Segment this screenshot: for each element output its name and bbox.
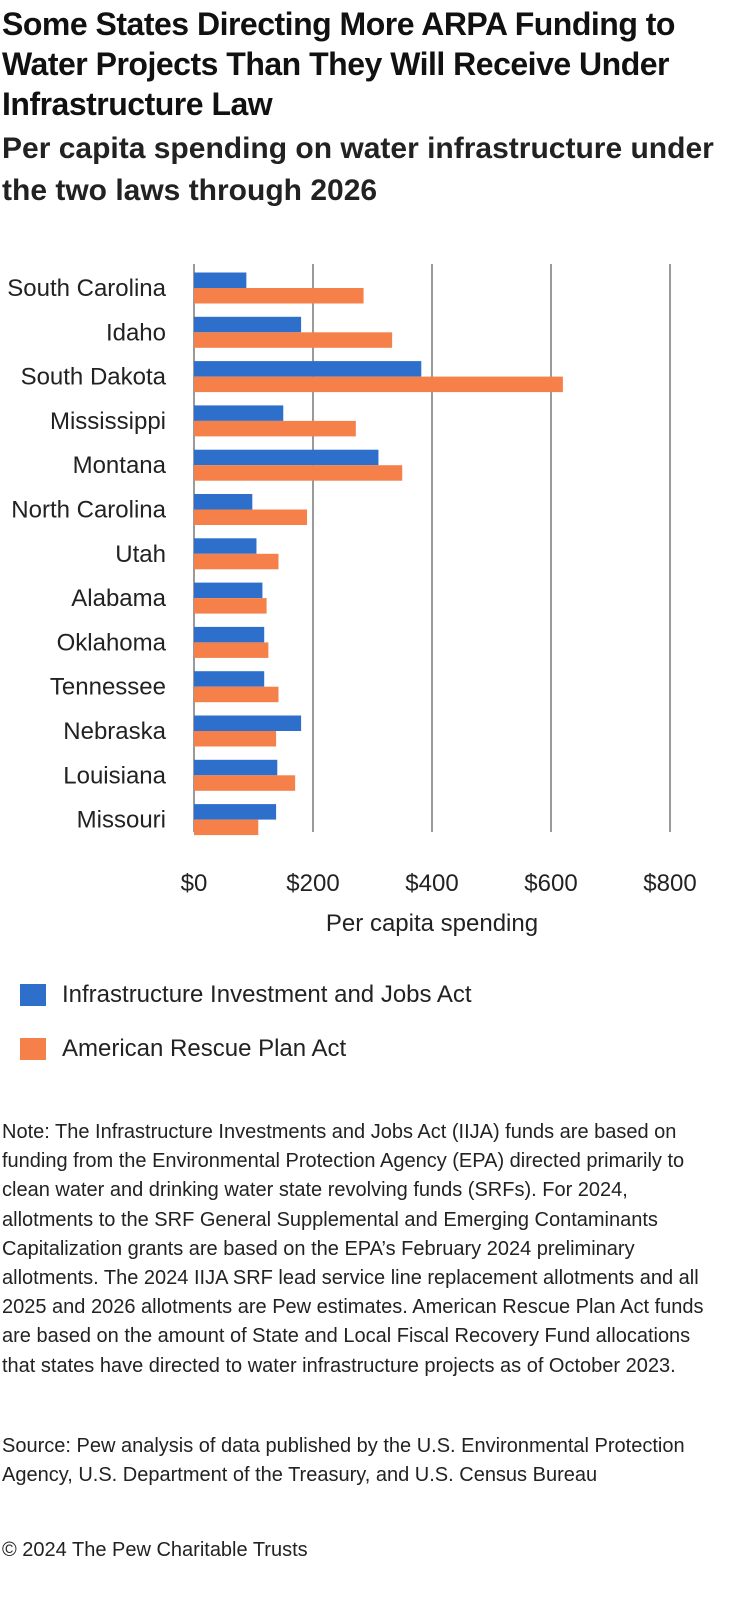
bar-iija (194, 316, 302, 333)
bar-iija (194, 759, 278, 776)
category-label: Missouri (77, 807, 166, 834)
copyright-text: © 2024 The Pew Charitable Trusts (2, 1539, 308, 1561)
x-axis-label: Per capita spending (326, 910, 538, 937)
legend-item-iija: Infrastructure Investment and Jobs Act (20, 968, 472, 1022)
category-label: Nebraska (63, 718, 166, 745)
category-label: Louisiana (63, 762, 166, 789)
chart-subtitle: Per capita spending on water infrastruct… (2, 132, 714, 207)
bar-arpa (194, 731, 277, 747)
bar-arpa (194, 819, 259, 836)
gridlines (193, 264, 671, 832)
x-tick-labels: $0 $200 $400 $600 $800 (181, 870, 697, 897)
bar-arpa (194, 465, 403, 481)
bar-iija (194, 494, 253, 510)
bar-arpa (194, 376, 563, 393)
bar-iija (194, 361, 422, 377)
bar-chart: South Carolina Idaho South Dakota Mississip… (7, 264, 697, 937)
bar-iija (194, 449, 379, 466)
category-label: Utah (115, 541, 166, 568)
category-label: Alabama (71, 585, 166, 612)
bar-iija (194, 405, 284, 421)
chart-title: Some States Directing More ARPA Funding … (2, 6, 675, 122)
bar-iija (194, 715, 302, 731)
bar-arpa (194, 598, 267, 614)
legend-label-arpa: American Rescue Plan Act (62, 1035, 347, 1062)
category-label: Montana (73, 452, 167, 479)
category-label: Oklahoma (57, 629, 167, 656)
bar-arpa (194, 775, 296, 791)
bar-arpa (194, 686, 279, 703)
x-tick-label: $800 (643, 870, 696, 897)
bar-arpa (194, 332, 393, 348)
category-label: Tennessee (50, 674, 166, 701)
category-labels: South Carolina Idaho South Dakota Mississip… (7, 275, 166, 834)
bar-arpa (194, 509, 308, 525)
category-label: Mississippi (50, 408, 166, 435)
bar-arpa (194, 553, 279, 570)
bar-arpa (194, 288, 364, 304)
category-label: South Dakota (21, 364, 167, 391)
x-tick-label: $400 (405, 870, 458, 897)
category-label: North Carolina (11, 497, 166, 524)
category-label: Idaho (106, 319, 166, 346)
bars (194, 272, 563, 836)
x-tick-label: $0 (181, 870, 208, 897)
legend-swatch-arpa (20, 1038, 46, 1060)
legend: Infrastructure Investment and Jobs Act A… (20, 968, 472, 1076)
legend-item-arpa: American Rescue Plan Act (20, 1022, 472, 1076)
bar-arpa (194, 420, 356, 437)
note-text: Note: The Infrastructure Investments and… (2, 1121, 704, 1377)
bar-iija (194, 804, 277, 820)
bar-arpa (194, 642, 269, 658)
bar-iija (194, 582, 263, 599)
x-tick-label: $200 (286, 870, 339, 897)
legend-swatch-iija (20, 984, 46, 1006)
x-tick-label: $600 (524, 870, 577, 897)
category-label: South Carolina (7, 275, 166, 302)
bar-iija (194, 272, 247, 288)
bar-iija (194, 671, 265, 687)
bar-iija (194, 626, 265, 643)
legend-label-iija: Infrastructure Investment and Jobs Act (62, 981, 472, 1008)
source-text: Source: Pew analysis of data published b… (2, 1435, 685, 1487)
bar-iija (194, 538, 257, 554)
